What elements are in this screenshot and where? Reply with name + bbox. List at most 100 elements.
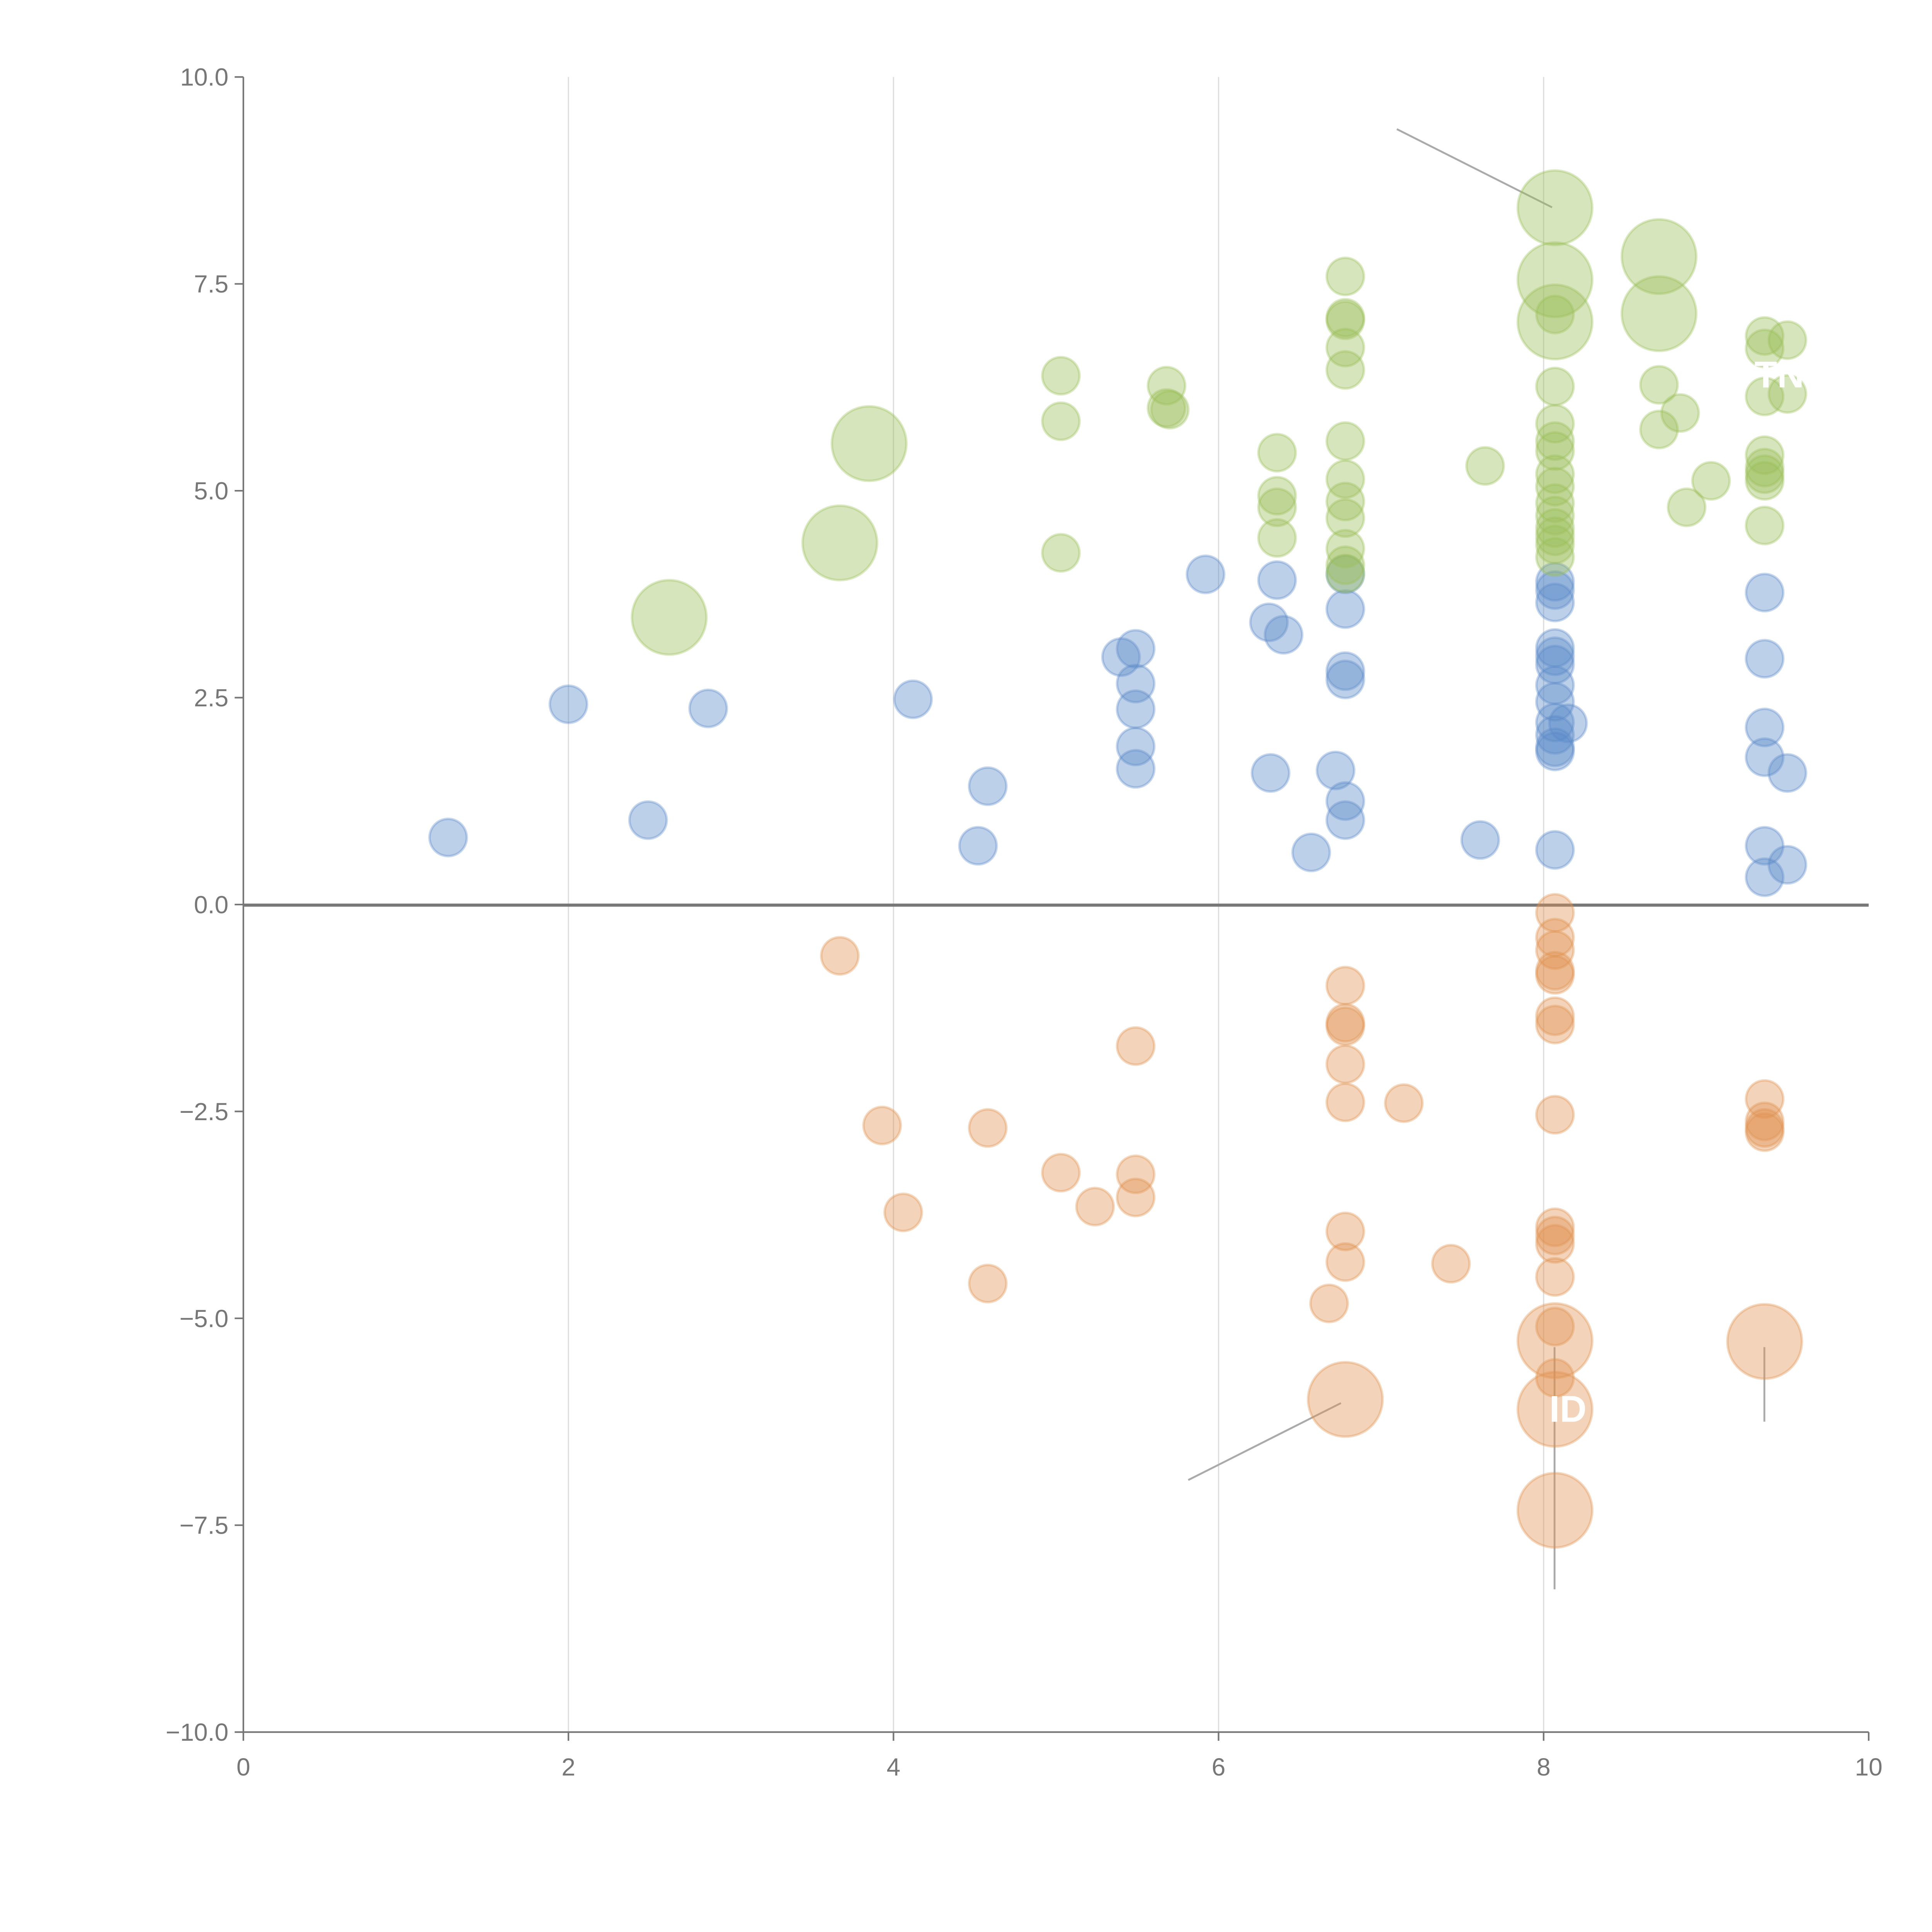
green-bubble bbox=[1660, 393, 1700, 433]
y-tick-label: −5.0 bbox=[179, 1304, 228, 1332]
orange-bubble bbox=[1431, 1244, 1471, 1284]
blue-bubble bbox=[1325, 651, 1366, 691]
blue-bubble bbox=[1535, 562, 1575, 602]
green-bubble bbox=[1257, 433, 1297, 473]
orange-bubble bbox=[1309, 1283, 1349, 1323]
blue-bubble bbox=[1535, 715, 1575, 755]
green-bubble bbox=[1325, 328, 1366, 367]
blue-bubble bbox=[1745, 639, 1785, 679]
green-bubble bbox=[1767, 374, 1808, 414]
blue-bubble bbox=[1325, 554, 1366, 594]
orange-bubble bbox=[1535, 1257, 1575, 1297]
x-tick-label: 2 bbox=[561, 1753, 575, 1781]
blue-bubble bbox=[1535, 582, 1575, 622]
y-tick-label: −7.5 bbox=[179, 1512, 228, 1539]
orange-bubble bbox=[1325, 1006, 1366, 1046]
y-tick-label: 7.5 bbox=[194, 270, 228, 298]
blue-bubble bbox=[1460, 820, 1500, 860]
blue-bubble bbox=[1535, 682, 1575, 722]
orange-bubble bbox=[1041, 1153, 1081, 1193]
blue-bubble bbox=[893, 679, 933, 719]
bubble-label: ID bbox=[1549, 1389, 1587, 1430]
blue-bubble bbox=[1116, 749, 1156, 789]
orange-bubble bbox=[1535, 930, 1575, 970]
green-bubble bbox=[1325, 545, 1366, 585]
green-bubble bbox=[1465, 446, 1505, 486]
orange-bubble bbox=[1535, 893, 1575, 933]
blue-bubble bbox=[1535, 628, 1575, 668]
green-bubble bbox=[1535, 366, 1575, 406]
x-tick-label: 8 bbox=[1537, 1753, 1551, 1781]
blue-bubble bbox=[1325, 781, 1366, 821]
orange-bubble bbox=[862, 1105, 902, 1146]
blue-bubble bbox=[1325, 800, 1366, 840]
orange-bubble bbox=[1535, 1095, 1575, 1135]
bubble-label: TN bbox=[1755, 354, 1804, 395]
green-bubble bbox=[801, 504, 879, 582]
green-bubble bbox=[1535, 454, 1575, 494]
y-tick-label: 5.0 bbox=[194, 477, 228, 505]
blue-bubble bbox=[958, 826, 998, 866]
green-bubble bbox=[1257, 518, 1297, 558]
orange-bubble bbox=[1325, 966, 1366, 1006]
green-bubble bbox=[1257, 487, 1297, 527]
blue-bubble bbox=[1535, 702, 1575, 743]
green-bubble bbox=[1535, 537, 1575, 577]
green-bubble bbox=[1516, 283, 1594, 361]
green-bubble bbox=[1146, 388, 1187, 428]
green-bubble bbox=[1535, 516, 1575, 556]
blue-bubble bbox=[1291, 832, 1331, 872]
orange-bubble bbox=[1325, 1003, 1366, 1043]
orange-bubble bbox=[1116, 1154, 1156, 1194]
green-bubble bbox=[1691, 461, 1731, 501]
orange-bubble bbox=[1745, 1108, 1785, 1148]
bubbles bbox=[428, 169, 1808, 1549]
x-tick-label: 4 bbox=[886, 1753, 900, 1781]
green-bubble bbox=[1325, 256, 1366, 296]
green-bubble bbox=[1146, 366, 1187, 406]
blue-bubble bbox=[1745, 826, 1785, 866]
green-bubble bbox=[1325, 350, 1366, 390]
green-bubble bbox=[1516, 241, 1594, 318]
green-bubble bbox=[1535, 495, 1575, 536]
orange-bubble bbox=[968, 1264, 1008, 1304]
green-bubble bbox=[1745, 505, 1785, 546]
green-bubble bbox=[1639, 365, 1679, 405]
blue-bubble bbox=[1535, 830, 1575, 870]
blue-bubble bbox=[1535, 645, 1575, 685]
orange-bubble bbox=[1325, 1211, 1366, 1252]
green-bubble bbox=[1325, 300, 1366, 340]
blue-bubble bbox=[1535, 570, 1575, 610]
blue-bubble bbox=[1745, 857, 1785, 897]
green-bubble bbox=[1041, 533, 1081, 573]
green-bubble bbox=[631, 579, 708, 656]
green-bubble bbox=[1535, 294, 1575, 335]
green-bubble bbox=[1667, 487, 1707, 527]
green-bubble bbox=[1745, 435, 1785, 475]
orange-bubble bbox=[1745, 1101, 1785, 1141]
green-bubble bbox=[1745, 461, 1785, 501]
green-bubble bbox=[1516, 169, 1594, 247]
orange-bubble bbox=[1325, 1242, 1366, 1282]
y-tick-label: −2.5 bbox=[179, 1098, 228, 1126]
blue-bubble bbox=[1116, 726, 1156, 767]
leader-line bbox=[1188, 1402, 1342, 1481]
leader-lines bbox=[1188, 128, 1765, 1590]
green-bubble bbox=[1535, 421, 1575, 461]
green-bubble bbox=[1535, 524, 1575, 565]
blue-bubble bbox=[968, 766, 1008, 806]
orange-bubble bbox=[1535, 1224, 1575, 1264]
green-bubble bbox=[1639, 410, 1679, 450]
y-tick-label: 2.5 bbox=[194, 684, 228, 712]
green-bubble bbox=[1535, 483, 1575, 523]
orange-bubble bbox=[1516, 1472, 1594, 1549]
green-bubble bbox=[1325, 459, 1366, 499]
y-tick-label: 0.0 bbox=[194, 891, 228, 918]
green-bubble bbox=[1745, 447, 1785, 488]
green-bubble bbox=[1325, 498, 1366, 538]
orange-bubble bbox=[1535, 1207, 1575, 1247]
orange-bubble bbox=[1535, 1358, 1575, 1398]
orange-bubble bbox=[1745, 1112, 1785, 1152]
blue-bubble bbox=[1535, 665, 1575, 705]
x-tick-label: 10 bbox=[1855, 1753, 1882, 1781]
